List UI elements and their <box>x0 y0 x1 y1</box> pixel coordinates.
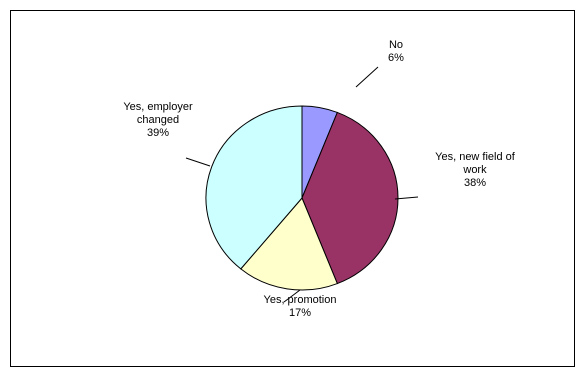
pie-slice-yes-promotion <box>240 197 338 291</box>
slice-label: Yes, new field of work 38% <box>435 151 516 189</box>
pie-slice-yes-employer-changed <box>205 105 303 270</box>
leader-line <box>355 66 379 88</box>
leader-line <box>394 196 419 200</box>
slice-percent-label: 6% <box>388 52 404 64</box>
slice-name-label: No <box>389 39 403 51</box>
slice-name-label: Yes, promotion <box>264 294 337 306</box>
slice-percent-label: 17% <box>289 307 311 319</box>
slice-percent-label: 38% <box>464 177 486 189</box>
slice-label: No 6% <box>388 39 404 64</box>
slice-name-label: Yes, employer <box>123 101 193 113</box>
leader-line <box>283 289 301 303</box>
slice-name-label: work <box>462 164 487 176</box>
pie-slices <box>205 105 399 291</box>
slice-label: Yes, employer changed 39% <box>123 101 193 139</box>
slice-name-label: Yes, new field of <box>435 151 516 163</box>
slice-percent-label: 39% <box>147 127 169 139</box>
slice-label: Yes, promotion 17% <box>264 294 337 319</box>
slice-labels: No 6% Yes, new field of work 38% Yes, promoti… <box>123 39 515 319</box>
pie-slice-yes-new-field-of-work <box>301 111 399 285</box>
leader-lines <box>185 66 419 303</box>
slice-name-label: changed <box>137 114 179 126</box>
leader-line <box>185 157 211 167</box>
